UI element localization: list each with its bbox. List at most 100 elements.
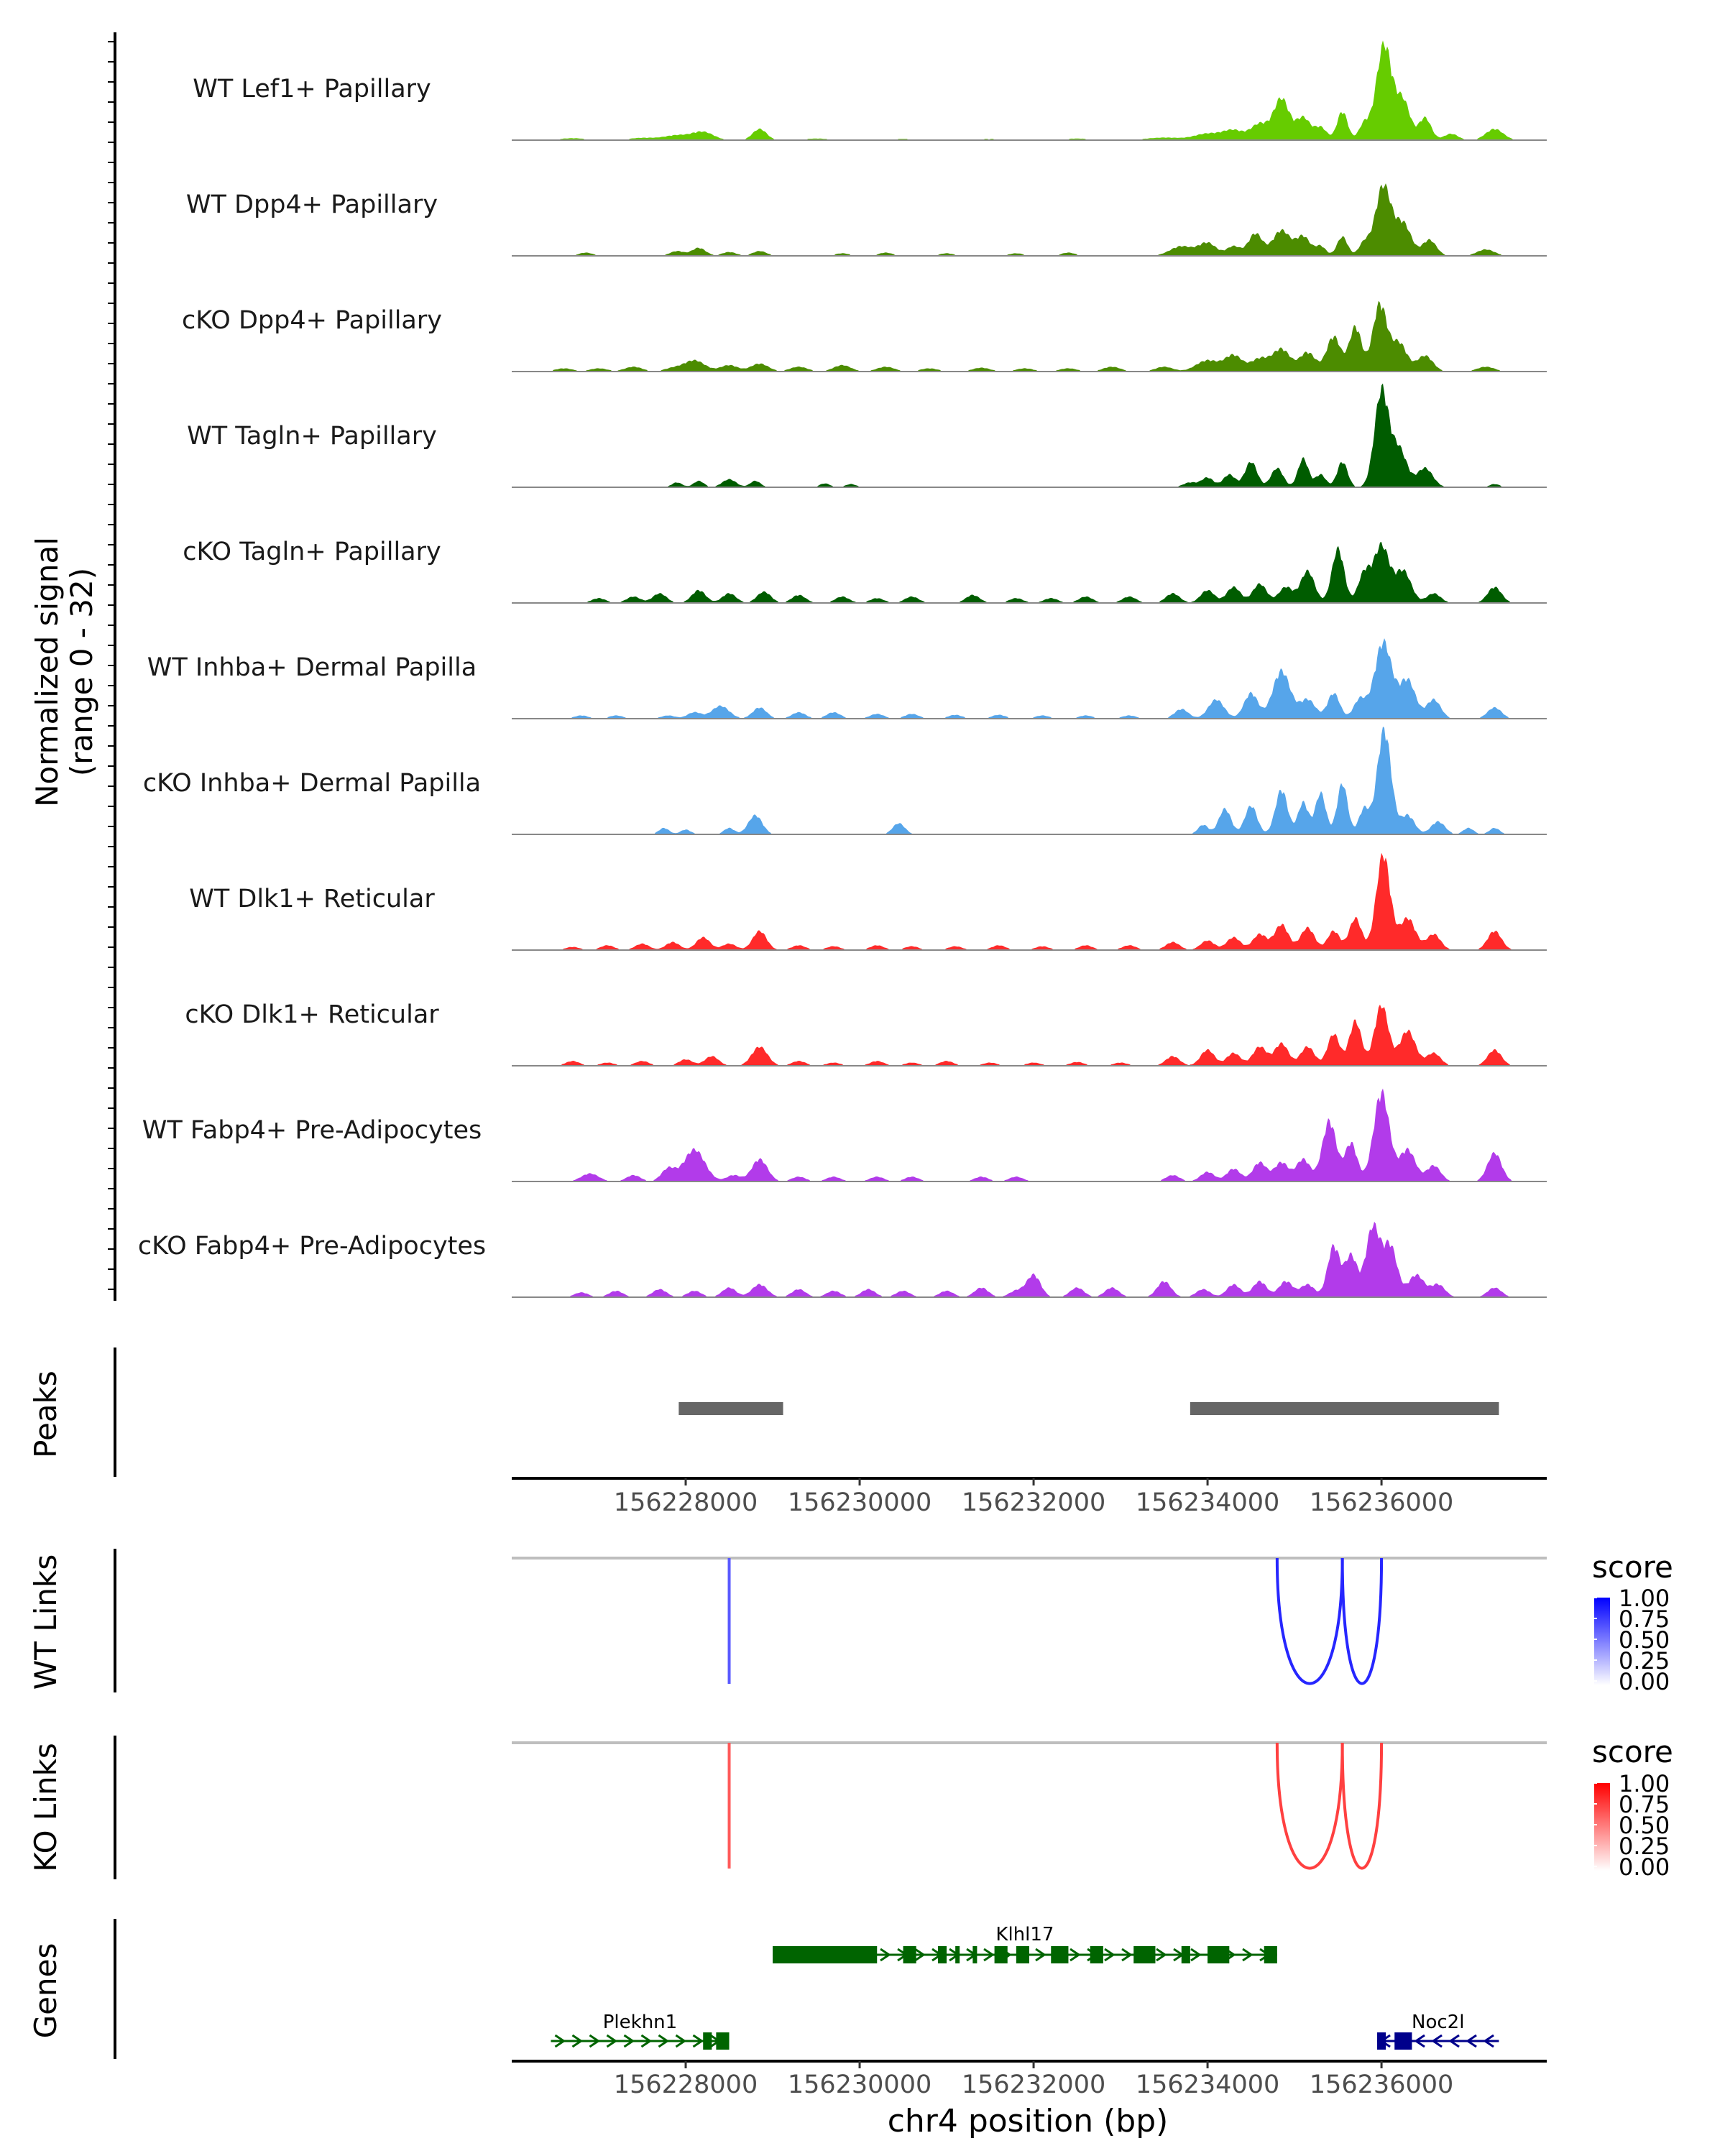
- gene-exon: [1133, 1946, 1156, 1963]
- strand-chevron: [1242, 1948, 1254, 1962]
- track-label: WT Dpp4+ Papillary: [186, 190, 438, 219]
- strand-chevron: [1190, 1948, 1202, 1962]
- strand-chevron: [880, 1948, 891, 1962]
- gene-exon: [972, 1946, 978, 1963]
- ko-links-label: KO Links: [28, 1743, 63, 1872]
- strand-chevron: [1466, 2034, 1477, 2048]
- coverage-area: [512, 542, 1547, 603]
- legend-colorbar: [1594, 1598, 1610, 1685]
- coverage-ylabel-line2: (range 0 - 32): [64, 568, 99, 776]
- coverage-track: WT Dlk1+ Reticular: [189, 852, 1547, 951]
- track-label: cKO Fabp4+ Pre-Adipocytes: [138, 1232, 486, 1261]
- x-tick-label: 156234000: [1136, 2070, 1279, 2099]
- strand-chevron: [692, 2034, 704, 2048]
- gene-exon: [903, 1946, 916, 1963]
- strand-chevron: [640, 2034, 653, 2048]
- track-label: cKO Tagln+ Papillary: [183, 538, 441, 566]
- x-tick-label: 156228000: [614, 1488, 758, 1517]
- track-label: WT Inhba+ Dermal Papilla: [147, 653, 477, 682]
- peak-regions: [678, 1402, 1499, 1415]
- gene-name: Klhl17: [995, 1924, 1054, 1945]
- coverage-axis-ticks: [108, 41, 115, 1290]
- coverage-track: cKO Fabp4+ Pre-Adipocytes: [138, 1222, 1547, 1298]
- strand-chevron: [1156, 1948, 1167, 1962]
- x-axis-label: chr4 position (bp): [888, 2103, 1169, 2139]
- link-arc: [1340, 1557, 1384, 1685]
- peak-region: [1190, 1402, 1499, 1415]
- legend-tick-label: 0.00: [1619, 1668, 1670, 1695]
- strand-chevron: [658, 2034, 670, 2048]
- coverage-track: WT Fabp4+ Pre-Adipocytes: [142, 1088, 1547, 1182]
- coverage-area: [512, 183, 1547, 256]
- legend-tick-label: 0.25: [1619, 1833, 1670, 1860]
- legend-tick-label: 1.00: [1619, 1585, 1670, 1612]
- strand-chevron: [1414, 2034, 1425, 2048]
- genes-track: Genes Klhl17 Plekhn1 Noc2l 156228000 156230…: [28, 1919, 1547, 2139]
- coverage-track: cKO Tagln+ Papillary: [183, 538, 1547, 604]
- ko-score-legend: score 1.000.750.500.250.00: [1592, 1734, 1673, 1881]
- gene-exon: [1090, 1946, 1103, 1963]
- wt-link-arcs: [727, 1557, 1384, 1685]
- track-label: WT Dlk1+ Reticular: [189, 885, 435, 913]
- gene-exon: [773, 1946, 878, 1963]
- link-arc: [1340, 1742, 1384, 1870]
- ko-links-track: KO Links score 1.000.750.500.250.00: [28, 1734, 1673, 1881]
- ko-legend-title: score: [1592, 1734, 1673, 1769]
- coverage-track-list: WT Lef1+ Papillary WT Dpp4+ Papillary cKO …: [138, 40, 1547, 1298]
- strand-chevron: [571, 2034, 584, 2048]
- legend-tick-label: 0.75: [1619, 1606, 1670, 1633]
- track-label: WT Lef1+ Papillary: [193, 75, 431, 103]
- strand-chevron: [623, 2034, 635, 2048]
- link-arc: [1275, 1557, 1344, 1685]
- peak-region: [678, 1402, 783, 1415]
- strand-chevron: [554, 2034, 566, 2048]
- coverage-area: [512, 40, 1547, 140]
- coverage-tracks: Normalized signal (range 0 - 32) WT Lef1…: [29, 32, 1547, 1301]
- x-tick-label: 156236000: [1310, 1488, 1453, 1517]
- gene-exon: [1394, 2032, 1412, 2050]
- x-tick-label: 156230000: [788, 2070, 932, 2099]
- x-tick-label: 156228000: [614, 2070, 758, 2099]
- strand-chevron: [1121, 1948, 1133, 1962]
- gene-exon: [994, 1946, 1008, 1963]
- gene-exon: [1208, 1946, 1230, 1963]
- coverage-track: WT Dpp4+ Papillary: [186, 183, 1547, 257]
- legend-tick-label: 0.50: [1619, 1626, 1670, 1654]
- gene-name: Noc2l: [1412, 2012, 1464, 2033]
- gene-exon: [955, 1946, 960, 1963]
- x-tick-label: 156232000: [962, 2070, 1105, 2099]
- gene-exon: [1264, 1946, 1277, 1963]
- strand-chevron: [1104, 1948, 1116, 1962]
- gene-model: Klhl17: [773, 1924, 1277, 1963]
- coverage-area: [512, 1004, 1547, 1066]
- strand-chevron: [589, 2034, 601, 2048]
- ko-link-arcs: [727, 1742, 1384, 1870]
- wt-legend-title: score: [1592, 1549, 1673, 1585]
- legend-tick-label: 0.25: [1619, 1647, 1670, 1674]
- coverage-ylabel-line1: Normalized signal: [29, 537, 65, 807]
- gene-model: Noc2l: [1377, 2012, 1499, 2050]
- coverage-area: [512, 300, 1547, 372]
- x-tick-label: 156232000: [962, 1488, 1105, 1517]
- wt-score-legend: score 1.000.750.500.250.00: [1592, 1549, 1673, 1695]
- x-tick-label: 156230000: [788, 1488, 932, 1517]
- wt-links-label: WT Links: [28, 1554, 63, 1690]
- gene-name: Plekhn1: [603, 2012, 677, 2033]
- legend-tick-label: 0.75: [1619, 1791, 1670, 1818]
- gene-exon: [1377, 2032, 1386, 2050]
- coverage-track: WT Tagln+ Papillary: [187, 383, 1547, 488]
- gene-model: Plekhn1: [551, 2012, 730, 2050]
- x-tick-label: 156234000: [1136, 1488, 1279, 1517]
- gene-exon: [937, 1946, 947, 1963]
- peaks-track: Peaks 156228000 156230000 156232000 1562340…: [28, 1348, 1547, 1517]
- legend-tick-label: 0.00: [1619, 1853, 1670, 1881]
- coverage-track: cKO Dpp4+ Papillary: [182, 300, 1547, 372]
- gene-exon: [1016, 1946, 1029, 1963]
- gene-exon: [1051, 1946, 1069, 1963]
- track-label: cKO Dlk1+ Reticular: [185, 1000, 439, 1029]
- strand-chevron: [1448, 2034, 1460, 2048]
- coverage-track: WT Lef1+ Papillary: [193, 40, 1547, 141]
- coverage-track: cKO Inhba+ Dermal Papilla: [143, 727, 1547, 835]
- genes-x-ticks: 156228000 156230000 156232000 156234000 1562…: [614, 2061, 1453, 2099]
- legend-tick-label: 0.50: [1619, 1812, 1670, 1839]
